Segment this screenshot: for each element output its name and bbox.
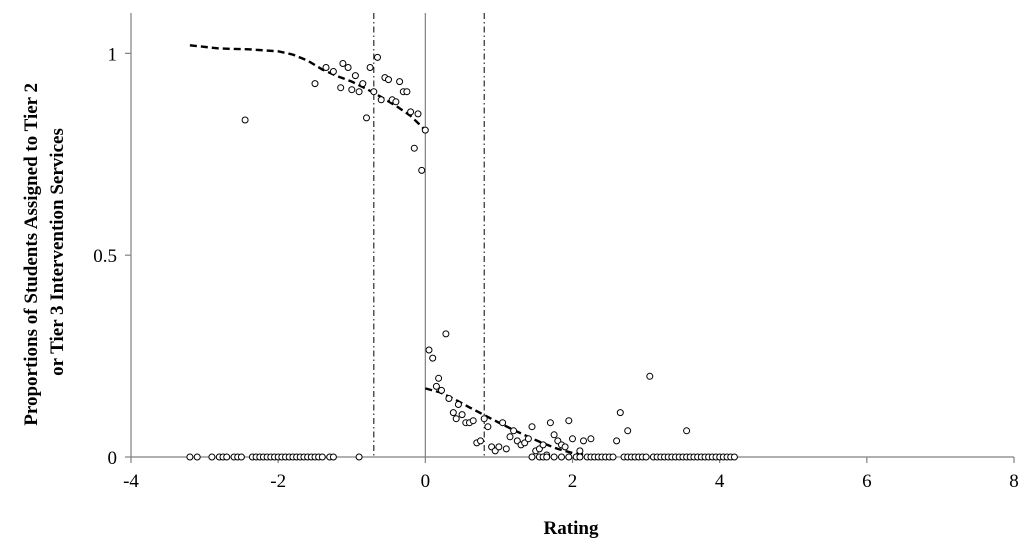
data-point xyxy=(208,453,216,461)
data-point xyxy=(576,453,584,461)
data-point xyxy=(438,386,445,394)
axes xyxy=(125,13,1015,463)
data-point xyxy=(539,441,547,449)
data-point xyxy=(565,417,573,425)
data-point xyxy=(510,427,518,435)
fit-lines xyxy=(189,44,588,457)
data-point xyxy=(458,411,466,419)
data-point xyxy=(418,166,426,174)
data-point xyxy=(355,88,363,96)
data-point xyxy=(311,80,319,88)
data-point xyxy=(646,372,654,380)
data-point xyxy=(642,453,650,461)
data-point xyxy=(435,374,443,382)
data-point xyxy=(223,453,231,461)
data-point xyxy=(421,126,429,134)
data-point xyxy=(587,435,595,443)
data-point xyxy=(477,437,484,445)
data-point xyxy=(558,453,565,461)
data-point xyxy=(351,72,359,80)
data-point xyxy=(506,433,514,441)
data-point xyxy=(339,60,347,67)
data-point xyxy=(480,415,488,423)
data-point xyxy=(348,86,356,94)
data-point xyxy=(414,110,422,118)
data-point xyxy=(730,453,738,461)
data-point xyxy=(329,68,337,75)
data-point xyxy=(452,415,460,423)
data-points xyxy=(186,53,738,461)
y-axis-title-line-1: Proportions of Students Assigned to Tier… xyxy=(21,83,42,426)
data-point xyxy=(442,330,450,338)
x-tick-label: 4 xyxy=(715,471,725,492)
data-point xyxy=(337,84,345,92)
data-point xyxy=(344,64,352,71)
x-axis-title: Rating xyxy=(544,518,599,539)
data-point xyxy=(576,447,584,455)
data-point xyxy=(329,453,337,461)
data-point xyxy=(569,435,576,443)
data-point xyxy=(241,116,249,124)
y-tick-label: 0.5 xyxy=(93,246,117,267)
data-point xyxy=(377,96,385,104)
band-lines xyxy=(373,13,485,457)
data-point xyxy=(392,98,400,106)
data-point xyxy=(528,423,536,431)
y-axis-title: Proportions of Students Assigned to Tier… xyxy=(21,78,68,426)
data-point xyxy=(454,401,462,408)
x-tick-label: 0 xyxy=(421,471,431,492)
data-point xyxy=(495,443,503,451)
x-tick-label: -4 xyxy=(123,471,139,492)
data-point xyxy=(613,437,621,445)
data-point xyxy=(374,53,381,61)
x-tick-label: -2 xyxy=(270,471,286,492)
data-point xyxy=(616,409,624,417)
data-point xyxy=(469,417,477,425)
x-tick-label: 8 xyxy=(1009,471,1019,492)
y-axis-title-line-2: or Tier 3 Intervention Services xyxy=(47,128,68,376)
data-point xyxy=(432,382,440,390)
y-tick-label: 1 xyxy=(108,44,118,65)
data-point xyxy=(445,395,453,402)
data-point xyxy=(683,427,691,435)
data-point xyxy=(565,453,573,461)
data-point xyxy=(429,354,437,362)
data-point xyxy=(546,419,554,427)
data-point xyxy=(550,453,558,461)
data-point xyxy=(318,453,326,461)
data-point xyxy=(407,108,415,116)
data-point xyxy=(609,453,617,461)
data-point xyxy=(561,443,569,451)
data-point xyxy=(370,88,378,96)
data-point xyxy=(403,88,411,96)
data-point xyxy=(624,427,632,435)
data-point xyxy=(484,423,492,431)
data-point xyxy=(193,453,201,461)
fit-line-left xyxy=(189,44,427,131)
data-point xyxy=(502,445,510,453)
data-point xyxy=(396,78,404,86)
data-point xyxy=(425,346,433,354)
data-point xyxy=(580,437,587,445)
data-point xyxy=(322,64,330,71)
data-point xyxy=(186,453,194,461)
data-point xyxy=(385,76,392,84)
data-point xyxy=(410,144,418,152)
data-point xyxy=(366,64,374,71)
data-point xyxy=(449,409,457,417)
data-point xyxy=(524,435,532,443)
data-point xyxy=(543,453,551,461)
x-tick-label: 6 xyxy=(862,471,872,492)
data-point xyxy=(363,114,370,122)
data-point xyxy=(528,453,536,461)
data-point xyxy=(237,453,245,461)
x-tick-label: 2 xyxy=(568,471,578,492)
y-tick-label: 0 xyxy=(108,448,118,469)
data-point xyxy=(550,431,558,439)
tick-labels: 0 0.5 1 -4 -2 0 2 4 6 8 xyxy=(93,44,1019,492)
data-point xyxy=(359,80,367,88)
data-point xyxy=(355,453,363,461)
data-point xyxy=(499,419,507,427)
